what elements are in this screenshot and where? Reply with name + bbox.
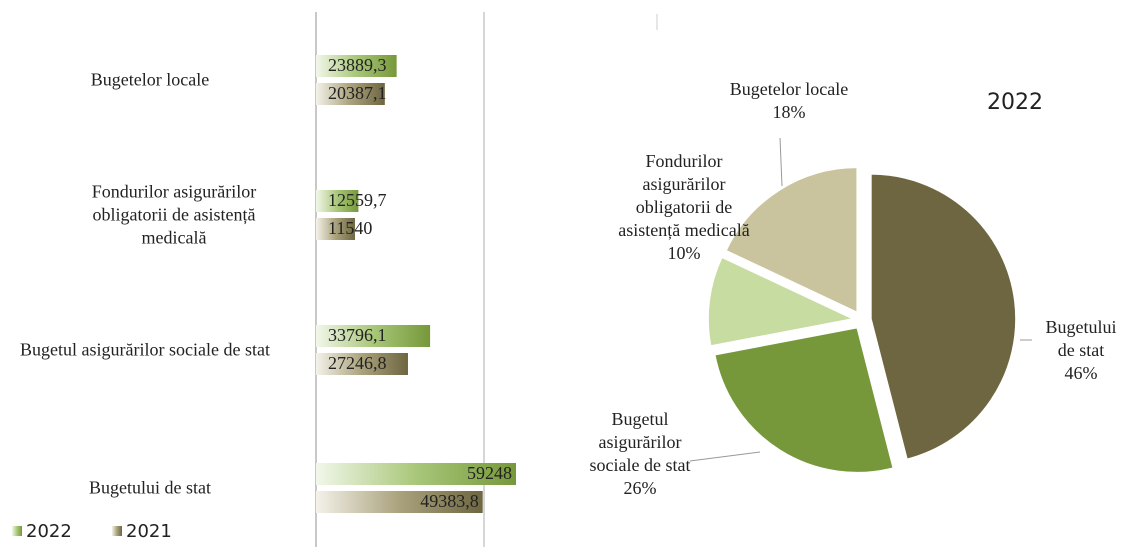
slice-name: Bugetului de stat — [1045, 317, 1117, 360]
slice-name: Fondurilor asigurărilor obligatorii de a… — [618, 151, 750, 240]
pie-slice — [870, 173, 1017, 461]
value-label: 12559,7 — [328, 190, 387, 210]
value-label: 11540 — [328, 218, 372, 238]
legend-swatch — [112, 526, 122, 536]
bar — [316, 491, 483, 513]
legend-swatch — [12, 526, 22, 536]
pie-slice — [707, 256, 856, 347]
slice-percent: 18% — [772, 102, 806, 122]
slice-name: Bugetul asigurărilor sociale de stat — [589, 409, 691, 475]
bar — [316, 218, 355, 240]
value-label: 23889,3 — [328, 55, 387, 75]
slice-percent: 26% — [623, 478, 657, 498]
value-label: 33796,1 — [328, 325, 387, 345]
leader-line — [689, 451, 761, 462]
value-label: 49383,8 — [420, 491, 479, 511]
category-label: Bugetul asigurărilor sociale de stat — [20, 339, 270, 360]
slice-label: Bugetului de stat 46% — [1036, 316, 1126, 385]
pie-title: 2022 — [987, 90, 1043, 115]
bar — [316, 325, 431, 347]
bar — [316, 190, 359, 212]
value-label: 20387,1 — [328, 83, 387, 103]
slice-percent: 46% — [1064, 363, 1098, 383]
category-label: Bugetului de stat — [89, 477, 211, 498]
slice-label: Bugetul asigurărilor sociale de stat 26% — [580, 408, 700, 500]
slice-label: Bugetelor locale 18% — [689, 78, 889, 124]
slice-percent: 10% — [667, 243, 701, 263]
value-label: 27246,8 — [328, 353, 387, 373]
bar — [316, 463, 516, 485]
pie-slice — [713, 326, 895, 474]
leader-line — [779, 137, 783, 187]
value-label: 59248 — [467, 463, 512, 483]
slice-label: Fondurilor asigurărilor obligatorii de a… — [614, 150, 754, 265]
category-label: Bugetelor locale — [90, 69, 210, 90]
pie-slice — [724, 166, 858, 314]
legend-label: 2021 — [126, 521, 172, 542]
bar — [316, 55, 397, 77]
category-label: Fondurilor asigurărilor obligatorii de a… — [91, 181, 257, 248]
legend-label: 2022 — [26, 521, 72, 542]
bar — [316, 353, 408, 375]
slice-name: Bugetelor locale — [729, 79, 849, 99]
bar — [316, 83, 385, 105]
